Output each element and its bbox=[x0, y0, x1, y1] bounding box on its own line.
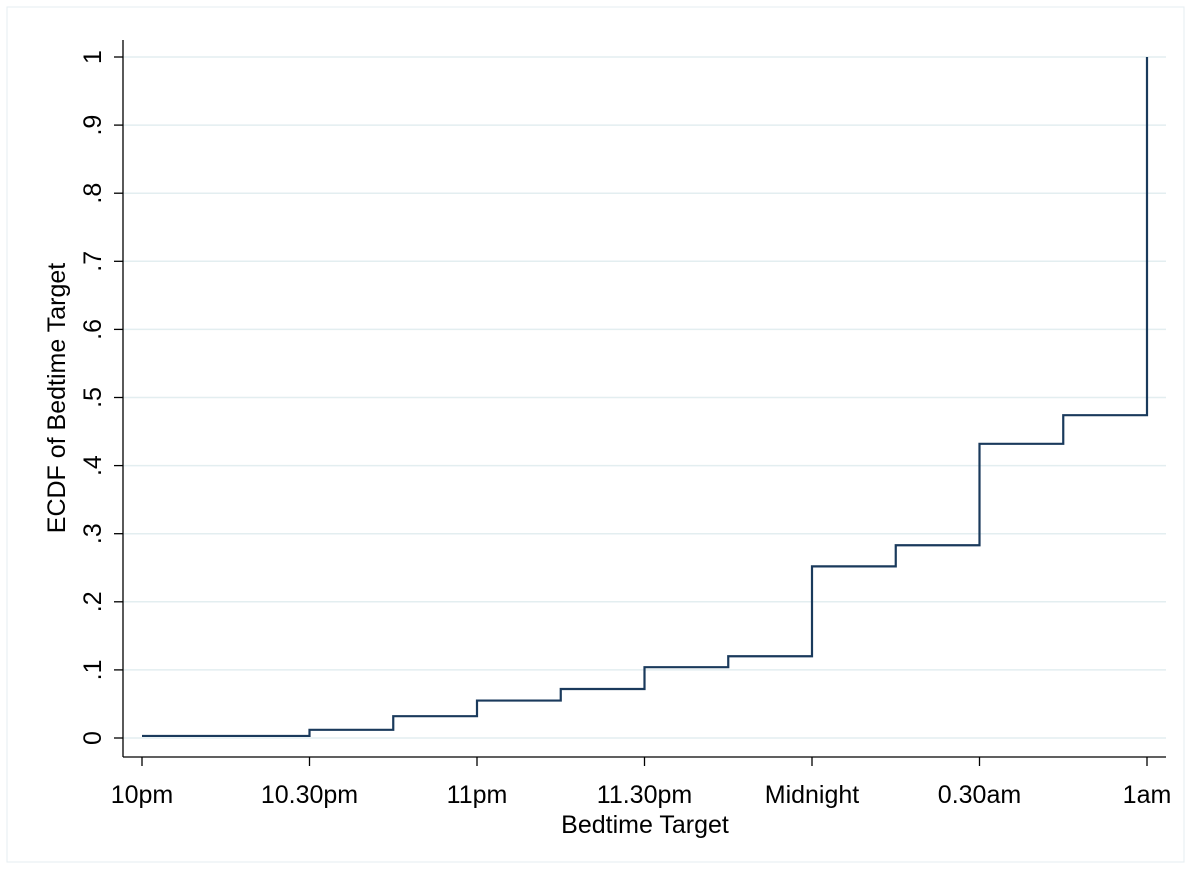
outer-frame bbox=[6, 6, 1185, 863]
x-tick-label: Midnight bbox=[765, 781, 860, 809]
y-tick-label: .7 bbox=[79, 251, 107, 272]
y-tick-label: .3 bbox=[79, 523, 107, 544]
x-tick-label: 11pm bbox=[447, 781, 508, 809]
y-tick-label: .2 bbox=[79, 591, 107, 612]
y-tick-label: .1 bbox=[79, 659, 107, 680]
x-tick-label: 10.30pm bbox=[261, 781, 358, 809]
y-tick-label: .6 bbox=[79, 319, 107, 340]
y-tick-label: .4 bbox=[79, 455, 107, 476]
gridlines bbox=[123, 56, 1166, 739]
x-axis-ticks: 10pm 10.30pm 11pm 11.30pm Midnight 0.30am 1am bbox=[111, 757, 1172, 809]
x-tick-label: 0.30am bbox=[938, 781, 1021, 809]
y-tick-label: .9 bbox=[79, 115, 107, 136]
y-tick-label: .5 bbox=[79, 387, 107, 408]
x-tick-label: 10pm bbox=[111, 781, 174, 809]
y-tick-label: 1 bbox=[79, 50, 107, 64]
y-tick-label: 0 bbox=[79, 731, 107, 745]
y-axis-ticks: 0 .1 .2 .3 .4 .5 .6 .7 .8 .9 1 bbox=[79, 50, 123, 745]
ecdf-step-line bbox=[142, 57, 1149, 738]
y-tick-label: .8 bbox=[79, 183, 107, 204]
y-axis-title: ECDF of Bedtime Target bbox=[43, 263, 71, 534]
x-axis-title: Bedtime Target bbox=[561, 811, 729, 839]
x-tick-label: 1am bbox=[1123, 781, 1172, 809]
x-tick-label: 11.30pm bbox=[597, 781, 692, 809]
